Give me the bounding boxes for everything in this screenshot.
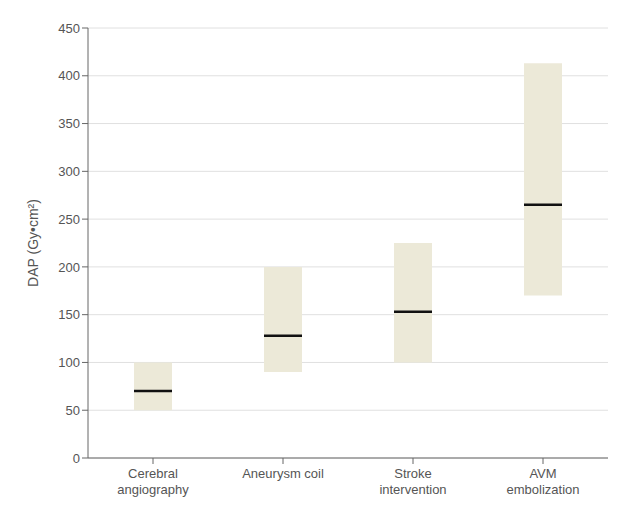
svg-text:200: 200 — [58, 260, 80, 275]
svg-text:50: 50 — [66, 403, 80, 418]
svg-text:150: 150 — [58, 307, 80, 322]
svg-text:100: 100 — [58, 355, 80, 370]
svg-text:400: 400 — [58, 68, 80, 83]
svg-text:Cerebralangiography: Cerebralangiography — [117, 466, 189, 497]
svg-text:250: 250 — [58, 212, 80, 227]
svg-text:AVMembolization: AVMembolization — [507, 466, 580, 497]
svg-text:0: 0 — [73, 451, 80, 466]
svg-text:450: 450 — [58, 21, 80, 36]
svg-text:Aneurysm coil: Aneurysm coil — [242, 466, 324, 481]
svg-text:DAP (Gy•cm²): DAP (Gy•cm²) — [25, 199, 41, 287]
svg-text:350: 350 — [58, 116, 80, 131]
svg-text:300: 300 — [58, 164, 80, 179]
svg-text:Strokeintervention: Strokeintervention — [379, 466, 446, 497]
